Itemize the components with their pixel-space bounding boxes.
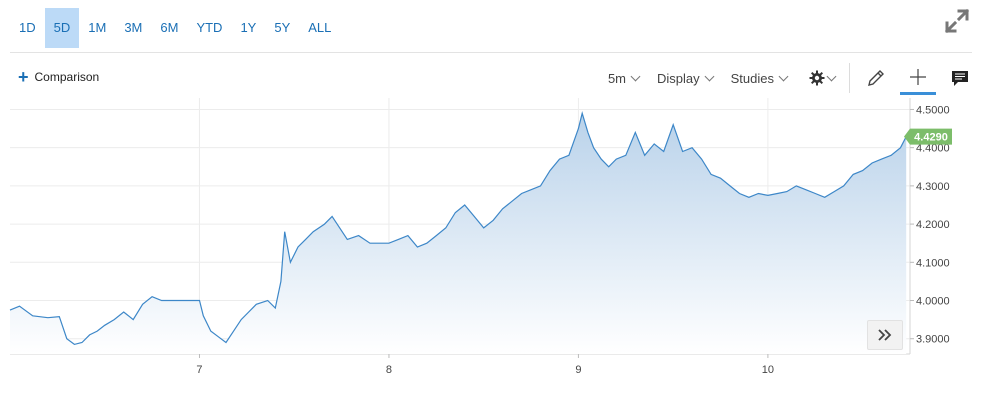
display-dropdown[interactable]: Display <box>657 70 715 86</box>
crosshair-button[interactable] <box>900 62 936 95</box>
y-tick-label: 4.2000 <box>916 219 950 231</box>
y-tick-label: 4.0000 <box>916 296 950 308</box>
comment-icon <box>952 71 968 86</box>
comparison-label: Comparison <box>34 70 100 84</box>
display-label: Display <box>657 70 700 86</box>
x-tick-label: 10 <box>762 364 774 376</box>
studies-label: Studies <box>730 70 774 86</box>
expand-icon[interactable] <box>944 8 970 34</box>
settings-dropdown[interactable] <box>809 70 837 86</box>
range-tab-3m[interactable]: 3M <box>124 20 143 35</box>
range-selector: 1D 5D 1M 3M 6M YTD 1Y 5Y ALL <box>10 8 340 48</box>
chevron-down-icon <box>704 71 715 82</box>
y-tick-label: 4.5000 <box>916 104 950 116</box>
studies-dropdown[interactable]: Studies <box>730 70 789 86</box>
x-axis: 7 8 9 10 <box>196 354 774 376</box>
plus-icon: + <box>18 67 29 87</box>
x-tick-label: 7 <box>196 364 202 376</box>
pencil-icon <box>868 70 884 86</box>
scroll-to-latest-button[interactable] <box>867 320 903 350</box>
y-tick-label: 4.4000 <box>916 143 950 155</box>
last-price-badge-shape <box>904 128 952 145</box>
range-tab-1d[interactable]: 1D <box>19 20 36 35</box>
y-tick-label: 4.1000 <box>916 257 950 269</box>
last-price-badge: 4.4290 <box>904 128 952 145</box>
double-chevron-right-icon <box>878 329 892 341</box>
y-tick-label: 4.3000 <box>916 181 950 193</box>
range-tab-all[interactable]: ALL <box>308 20 332 35</box>
comment-button[interactable] <box>942 63 978 93</box>
chevron-down-icon <box>630 71 641 82</box>
chevron-down-icon <box>778 71 789 82</box>
price-area <box>10 113 907 354</box>
range-tab-5d[interactable]: 5D <box>44 8 80 48</box>
x-tick-label: 8 <box>386 364 392 376</box>
y-axis: 4.5000 4.4000 4.3000 4.2000 4.1000 4.0000 3.90… <box>910 104 950 346</box>
gear-icon <box>809 70 825 86</box>
comparison-button[interactable]: + Comparison <box>18 67 100 87</box>
y-tick-label: 3.9000 <box>916 334 950 346</box>
range-tab-1m[interactable]: 1M <box>88 20 107 35</box>
draw-button[interactable] <box>858 63 894 93</box>
interval-label: 5m <box>607 70 626 86</box>
interval-dropdown[interactable]: 5m <box>607 70 641 86</box>
range-tab-5y[interactable]: 5Y <box>274 20 291 35</box>
header-divider <box>10 52 972 53</box>
price-chart[interactable]: 7 8 9 10 4.5000 4.4000 4.3000 4.2000 4.1000 4.00… <box>0 92 984 382</box>
range-tab-1y[interactable]: 1Y <box>240 20 257 35</box>
chevron-down-icon <box>826 71 837 82</box>
crosshair-icon <box>910 68 926 85</box>
chart-toolbar: 5m Display Studies <box>590 62 984 95</box>
toolbar-separator <box>849 63 850 93</box>
x-tick-label: 9 <box>575 364 581 376</box>
range-tab-ytd[interactable]: YTD <box>196 20 223 35</box>
price-line <box>9 111 907 346</box>
last-price-label: 4.4290 <box>914 132 948 144</box>
range-tab-6m[interactable]: 6M <box>160 20 179 35</box>
